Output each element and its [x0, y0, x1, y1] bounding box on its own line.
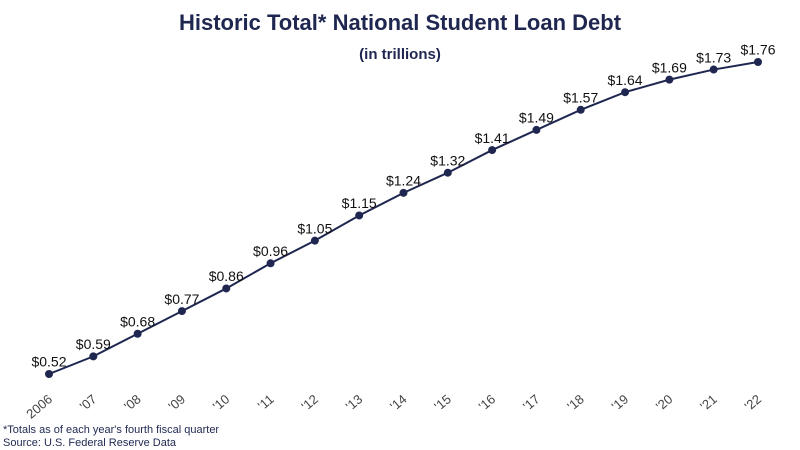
- footnote: *Totals as of each year's fourth fiscal …: [3, 424, 219, 436]
- x-tick-label: '19: [609, 391, 632, 413]
- x-tick-label: '11: [255, 391, 277, 413]
- point: [266, 259, 275, 268]
- chart-title: Historic Total* National Student Loan De…: [179, 10, 622, 35]
- data-label: $1.15: [342, 195, 377, 211]
- point: [576, 105, 585, 114]
- data-label: $1.32: [430, 152, 465, 168]
- x-tick-label: '20: [653, 391, 676, 413]
- x-tick-label: '21: [697, 391, 720, 413]
- point: [222, 284, 231, 293]
- data-label: $0.86: [209, 268, 244, 284]
- source-note: Source: U.S. Federal Reserve Data: [3, 437, 177, 449]
- point: [754, 58, 762, 66]
- point: [665, 75, 674, 84]
- data-label: $0.77: [164, 291, 199, 307]
- line: [48, 61, 759, 375]
- point: [45, 370, 53, 378]
- data-label: $1.49: [519, 110, 554, 126]
- data-label: $0.52: [31, 354, 66, 370]
- data-label: $1.73: [696, 49, 731, 65]
- x-tick-label: '13: [343, 391, 366, 413]
- point: [133, 329, 142, 338]
- x-tick-label: '08: [121, 391, 144, 413]
- x-tick-label: '16: [476, 391, 499, 413]
- x-tick-label: '18: [564, 391, 587, 413]
- x-tick-label: '07: [77, 391, 100, 413]
- point: [709, 65, 718, 74]
- x-tick-label: '12: [298, 391, 321, 413]
- point: [355, 211, 364, 220]
- x-tick-label: '14: [387, 391, 410, 413]
- x-tick-label: '17: [520, 391, 543, 413]
- data-label: $1.64: [608, 72, 643, 88]
- data-label: $1.76: [740, 42, 775, 58]
- data-label: $0.96: [253, 243, 288, 259]
- data-label: $1.69: [652, 59, 687, 75]
- data-label: $1.41: [475, 130, 510, 146]
- point: [532, 125, 541, 134]
- point: [177, 307, 186, 316]
- point: [310, 236, 319, 245]
- x-tick-label: '22: [742, 391, 765, 413]
- x-tick-label: '09: [165, 391, 188, 413]
- point: [399, 188, 408, 197]
- chart-subtitle: (in trillions): [359, 46, 441, 63]
- x-tick-label: '15: [431, 391, 454, 413]
- data-label: $1.24: [386, 173, 421, 189]
- point: [443, 168, 452, 177]
- point: [621, 88, 630, 97]
- data-label: $0.68: [120, 313, 155, 329]
- point: [488, 146, 497, 155]
- point: [89, 352, 98, 361]
- x-tick-label: '10: [210, 391, 233, 413]
- data-label: $0.59: [76, 336, 111, 352]
- data-label: $1.57: [563, 90, 598, 106]
- data-label: $1.05: [297, 220, 332, 236]
- x-tick-label: 2006: [23, 391, 55, 421]
